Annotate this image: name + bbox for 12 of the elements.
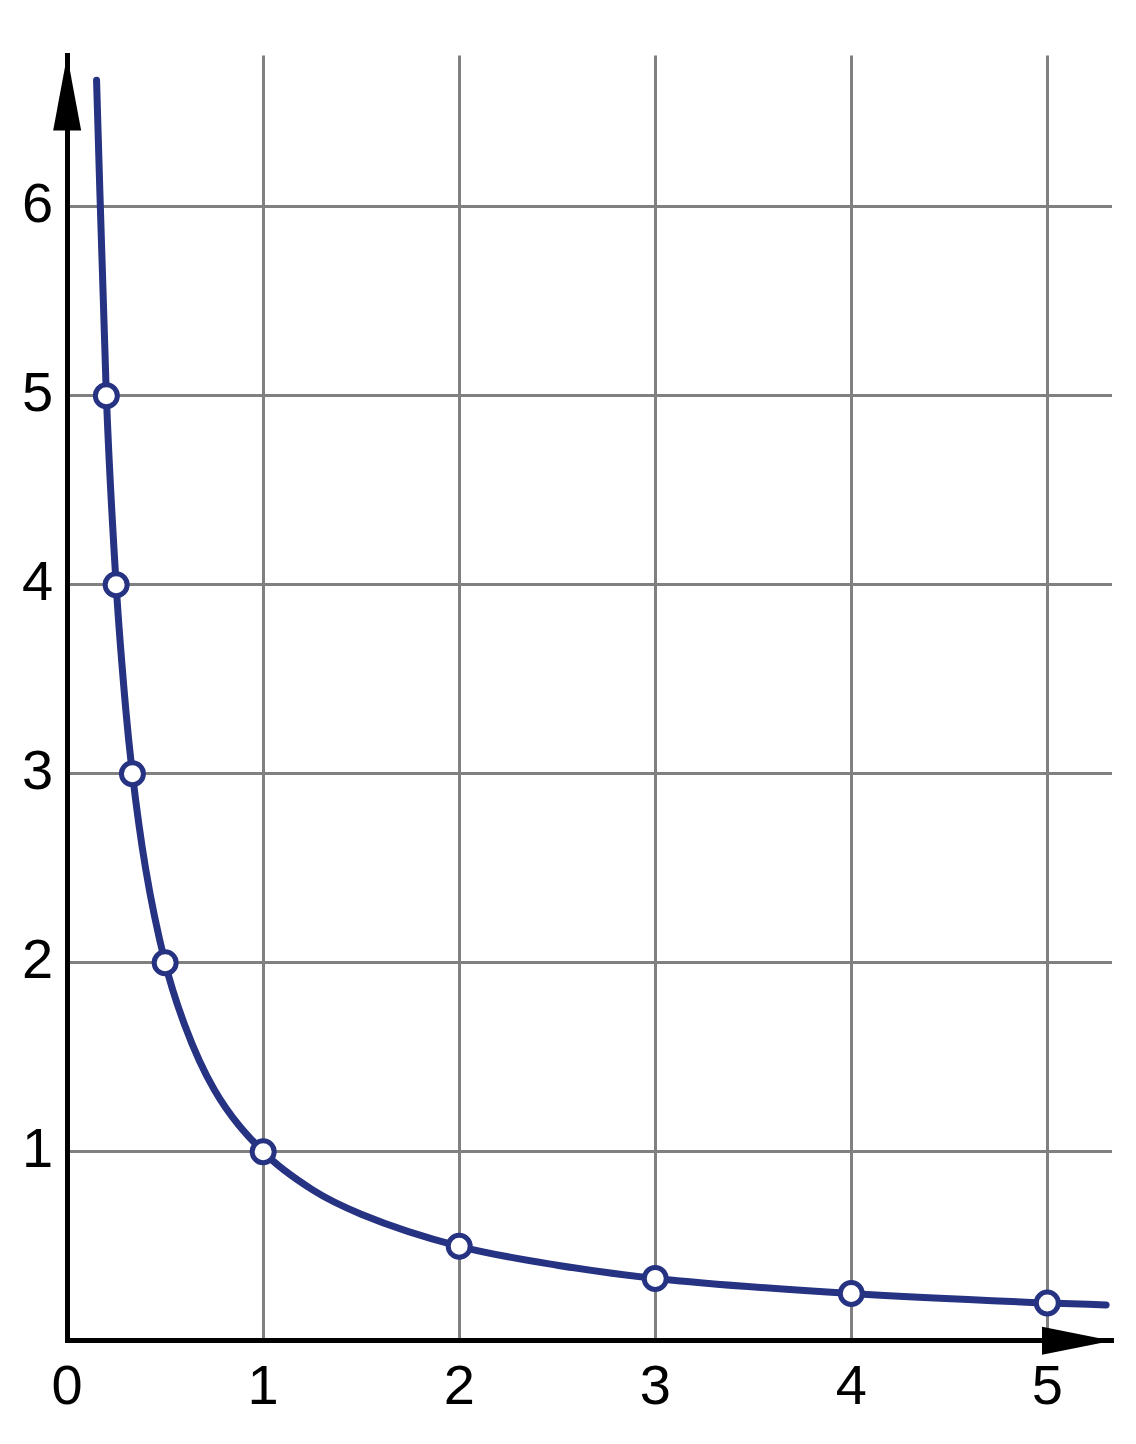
x-tick-label: 0 <box>51 1352 83 1416</box>
y-tick-label: 6 <box>21 171 54 235</box>
x-tick-label: 4 <box>835 1352 867 1416</box>
y-tick-label: 2 <box>21 927 54 991</box>
x-tick-label: 5 <box>1031 1352 1063 1416</box>
y-tick-label: 5 <box>21 360 54 424</box>
x-tick-label: 2 <box>443 1352 475 1416</box>
x-tick-label: 3 <box>639 1352 671 1416</box>
x-tick-label: 1 <box>247 1352 279 1416</box>
y-tick-label: 3 <box>21 738 54 802</box>
y-tick-label: 4 <box>21 549 54 613</box>
y-tick-label: 1 <box>21 1116 54 1180</box>
